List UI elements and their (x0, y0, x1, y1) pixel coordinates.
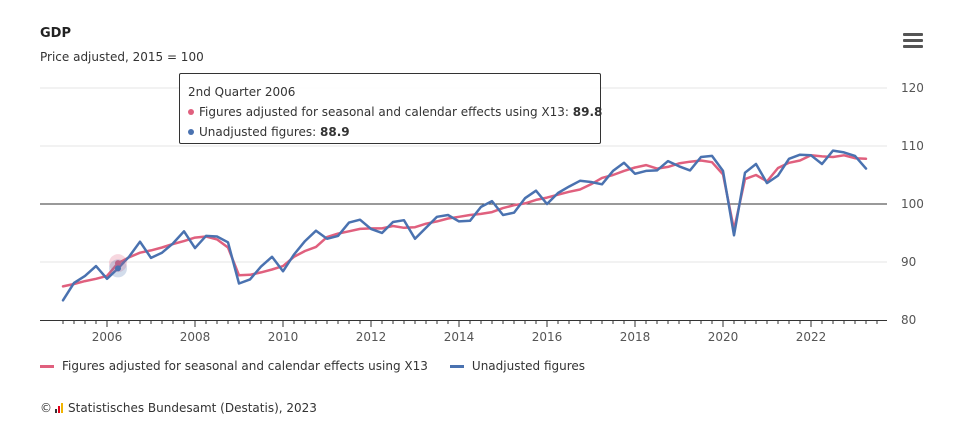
axis-layer: 80 90 100 110 120 2006 2008 2010 2012 2014 2016 201… (40, 81, 924, 344)
y-tick-label: 90 (901, 255, 916, 269)
hamburger-menu-icon[interactable] (903, 33, 923, 49)
menu-bar (903, 45, 923, 48)
destatis-logo-icon (55, 403, 65, 413)
tooltip-unadjusted-label: Unadjusted figures (199, 125, 313, 139)
x-tick-label: 2008 (180, 330, 211, 344)
copyright-symbol: © (40, 401, 52, 415)
chart-title: GDP (40, 26, 71, 41)
x-tick-label: 2010 (268, 330, 299, 344)
hover-point-unadjusted (115, 265, 121, 272)
legend-item-unadjusted[interactable]: Unadjusted figures (449, 359, 586, 373)
y-tick-label: 120 (901, 81, 924, 95)
tooltip-heading: 2nd Quarter 2006 (188, 85, 296, 99)
tooltip-unadjusted-value: 88.9 (320, 125, 350, 139)
x-tick-label: 2020 (708, 330, 739, 344)
x-tick-label: 2022 (796, 330, 827, 344)
legend-swatch-unadjusted (449, 364, 464, 368)
chart-tooltip: 2nd Quarter 2006 Figures adjusted for se… (179, 73, 602, 144)
x-tick-label: 2014 (444, 330, 475, 344)
tooltip-row-unadjusted: Unadjusted figures: 88.9 (188, 122, 592, 142)
unadjusted-dot-icon (188, 128, 194, 135)
tooltip-row-adjusted: Figures adjusted for seasonal and calend… (188, 102, 602, 122)
menu-bar (903, 33, 923, 36)
menu-bar (903, 39, 923, 42)
series-layer (61, 149, 868, 302)
series-line-unadjusted (61, 149, 868, 302)
x-tick-label: 2016 (532, 330, 563, 344)
x-tick-label: 2006 (92, 330, 123, 344)
hover-point-adjusted (115, 260, 121, 267)
legend-label-adjusted: Figures adjusted for seasonal and calend… (62, 359, 428, 373)
adjusted-dot-icon (188, 108, 194, 115)
legend-swatch-adjusted (40, 364, 54, 368)
chart-credits[interactable]: © Statistisches Bundesamt (Destatis), 20… (40, 401, 317, 415)
legend-item-adjusted[interactable]: Figures adjusted for seasonal and calend… (40, 359, 428, 373)
grid-layer (40, 87, 887, 263)
legend-label-unadjusted: Unadjusted figures (471, 359, 586, 373)
credits-text: Statistisches Bundesamt (Destatis), 2023 (68, 401, 317, 415)
x-tick-label: 2012 (356, 330, 387, 344)
x-tick-label: 2018 (620, 330, 651, 344)
tooltip-adjusted-label: Figures adjusted for seasonal and calend… (199, 105, 565, 119)
chart-legend: Figures adjusted for seasonal and calend… (40, 359, 585, 373)
y-tick-label: 80 (901, 313, 916, 327)
highlight-layer (109, 254, 127, 278)
y-tick-label: 110 (901, 139, 924, 153)
y-tick-label: 100 (901, 197, 924, 211)
tooltip-adjusted-value: 89.8 (572, 105, 603, 119)
chart-subtitle: Price adjusted, 2015 = 100 (40, 50, 204, 64)
